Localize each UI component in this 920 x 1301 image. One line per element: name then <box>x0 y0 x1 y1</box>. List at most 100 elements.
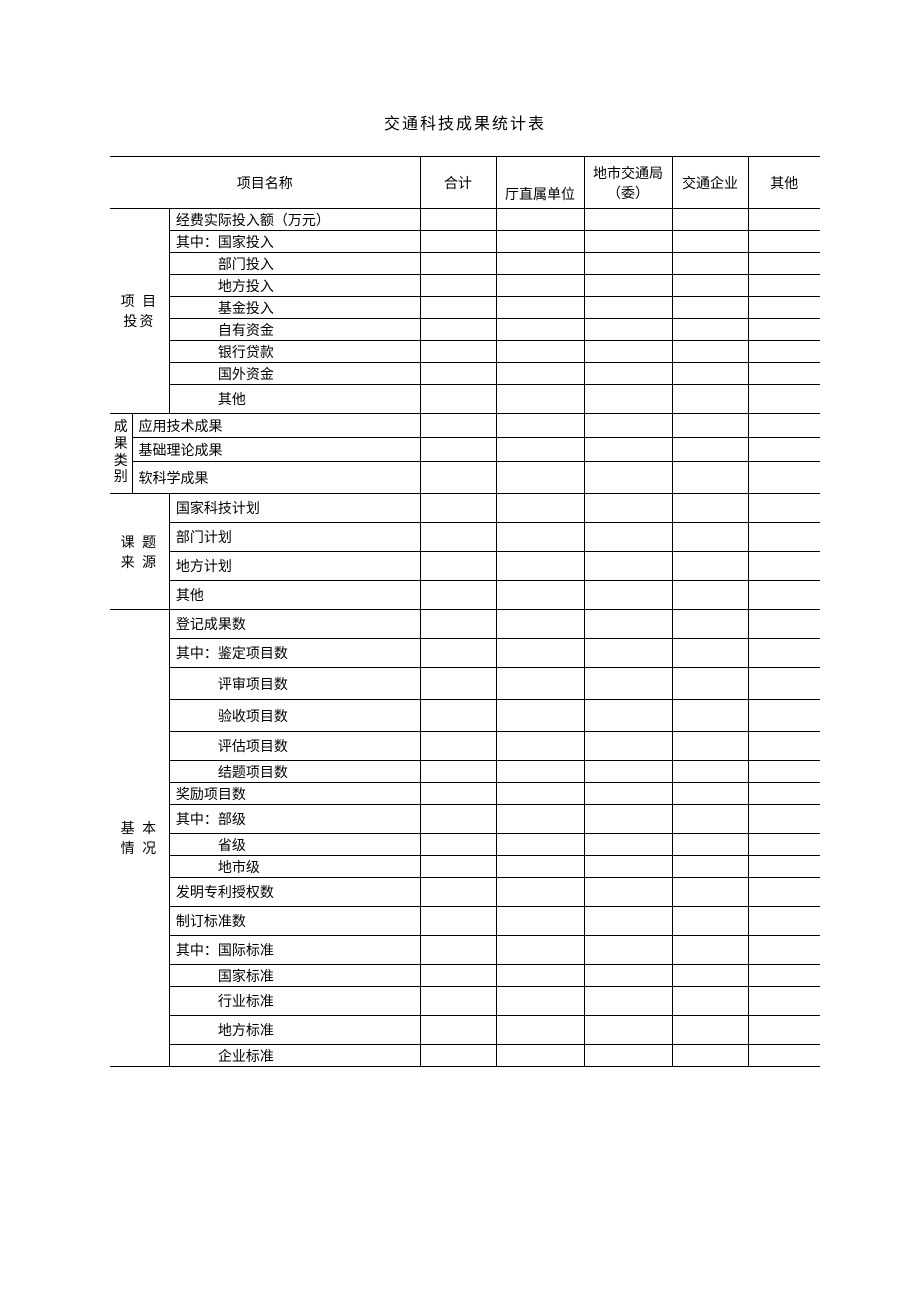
cell <box>672 552 748 581</box>
cell <box>584 494 672 523</box>
cell <box>672 1016 748 1045</box>
cell <box>672 253 748 275</box>
cell <box>420 319 496 341</box>
cell <box>748 494 820 523</box>
cell <box>748 668 820 700</box>
table-row: 其他 <box>110 385 820 414</box>
row-label: 奖励项目数 <box>169 783 420 805</box>
table-row: 自有资金 <box>110 319 820 341</box>
cell <box>672 1045 748 1067</box>
row-label: 发明专利授权数 <box>169 878 420 907</box>
row-label: 地方计划 <box>169 552 420 581</box>
cell <box>496 936 584 965</box>
cell <box>584 275 672 297</box>
cell <box>672 987 748 1016</box>
cell <box>420 936 496 965</box>
cell <box>672 275 748 297</box>
cell <box>584 965 672 987</box>
cell <box>584 610 672 639</box>
cell <box>420 494 496 523</box>
row-label: 省级 <box>169 834 420 856</box>
cell <box>420 834 496 856</box>
cell <box>420 783 496 805</box>
row-label: 评审项目数 <box>169 668 420 700</box>
cell <box>672 319 748 341</box>
hdr-trans-company: 交通企业 <box>672 157 748 209</box>
cell <box>672 783 748 805</box>
cell <box>420 438 496 462</box>
cell <box>672 341 748 363</box>
row-label: 应用技术成果 <box>132 414 420 438</box>
cell <box>584 732 672 761</box>
cell <box>584 936 672 965</box>
cell <box>496 878 584 907</box>
row-label: 其中：国家投入 <box>169 231 420 253</box>
cell <box>496 639 584 668</box>
row-label: 企业标准 <box>169 1045 420 1067</box>
cell <box>496 856 584 878</box>
table-row: 国家标准 <box>110 965 820 987</box>
row-label: 国外资金 <box>169 363 420 385</box>
cell <box>748 610 820 639</box>
table-row: 成果类别 应用技术成果 <box>110 414 820 438</box>
cell <box>496 761 584 783</box>
cell <box>672 438 748 462</box>
row-label: 部门计划 <box>169 523 420 552</box>
row-label: 其中：鉴定项目数 <box>169 639 420 668</box>
table-row: 基金投入 <box>110 297 820 319</box>
cell <box>420 668 496 700</box>
cell <box>748 783 820 805</box>
cell <box>584 668 672 700</box>
table-row: 其中：鉴定项目数 <box>110 639 820 668</box>
table-row: 其中：国家投入 <box>110 231 820 253</box>
table-row: 结题项目数 <box>110 761 820 783</box>
cell <box>584 878 672 907</box>
cell <box>748 639 820 668</box>
table-row: 地方计划 <box>110 552 820 581</box>
cell <box>672 965 748 987</box>
cell <box>496 231 584 253</box>
cell <box>672 834 748 856</box>
table-row: 地方投入 <box>110 275 820 297</box>
row-label: 验收项目数 <box>169 700 420 732</box>
cell <box>584 209 672 231</box>
cell <box>672 907 748 936</box>
cell <box>748 231 820 253</box>
cell <box>584 1016 672 1045</box>
hdr-project-name: 项目名称 <box>110 157 420 209</box>
cell <box>420 610 496 639</box>
row-label: 银行贷款 <box>169 341 420 363</box>
row-label: 国家科技计划 <box>169 494 420 523</box>
cell <box>496 1016 584 1045</box>
cell <box>672 494 748 523</box>
row-label: 国家标准 <box>169 965 420 987</box>
row-label: 软科学成果 <box>132 462 420 494</box>
cell <box>748 209 820 231</box>
hdr-city-bureau: 地市交通局（委） <box>584 157 672 209</box>
row-label: 自有资金 <box>169 319 420 341</box>
cell <box>672 610 748 639</box>
cell <box>584 438 672 462</box>
cell <box>748 987 820 1016</box>
table-row: 其他 <box>110 581 820 610</box>
hdr-total: 合计 <box>420 157 496 209</box>
cell <box>748 907 820 936</box>
table-row: 国外资金 <box>110 363 820 385</box>
row-label: 其他 <box>169 581 420 610</box>
table-row: 制订标准数 <box>110 907 820 936</box>
cell <box>584 581 672 610</box>
cell <box>748 1045 820 1067</box>
cell <box>496 907 584 936</box>
hdr-other: 其他 <box>748 157 820 209</box>
cell <box>748 965 820 987</box>
table-row: 部门投入 <box>110 253 820 275</box>
cell <box>420 462 496 494</box>
table-row: 验收项目数 <box>110 700 820 732</box>
cell <box>748 581 820 610</box>
cell <box>496 253 584 275</box>
cell <box>584 297 672 319</box>
cell <box>584 414 672 438</box>
cat-result-type: 成果类别 <box>110 414 132 494</box>
row-label: 其中：国际标准 <box>169 936 420 965</box>
row-label: 地市级 <box>169 856 420 878</box>
